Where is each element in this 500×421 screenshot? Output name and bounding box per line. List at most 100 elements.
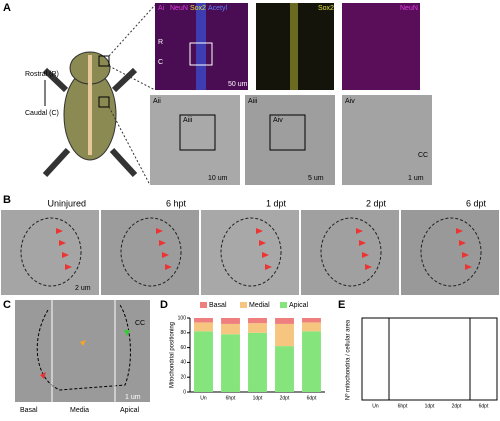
cell-outline xyxy=(36,304,131,391)
bar-segment xyxy=(248,332,267,392)
nucleus-outline xyxy=(320,217,382,287)
panel-letter: A xyxy=(3,2,11,14)
legend-swatch xyxy=(280,302,287,308)
bar-segment xyxy=(275,346,294,392)
nucleus-outline xyxy=(220,217,282,287)
x-tick-label: 6dpt xyxy=(307,395,317,401)
label: Aiii xyxy=(183,117,193,124)
label: R xyxy=(158,39,163,46)
y-tick-label: 60 xyxy=(180,345,186,351)
panel-title: 6 hpt xyxy=(166,198,187,208)
bar-segment xyxy=(194,318,213,323)
legend-label: Apical xyxy=(289,302,309,309)
bar-segment xyxy=(248,318,267,324)
micrograph xyxy=(342,95,432,185)
label: Aii xyxy=(153,98,161,105)
y-axis-label: Mitochondrial positioning xyxy=(170,322,176,388)
x-tick-label: 2dpt xyxy=(280,395,290,401)
arrowhead xyxy=(159,240,166,246)
label: Aiii xyxy=(248,98,258,105)
micrograph xyxy=(201,210,299,295)
legend-label: Medial xyxy=(249,302,270,309)
panel-letter: B xyxy=(3,194,11,206)
micrograph xyxy=(150,95,240,185)
label: Caudal (C) xyxy=(25,110,59,117)
channel: NeuN xyxy=(400,5,418,12)
x-tick-label: 6hpt xyxy=(226,395,236,401)
scale-label: 1 um xyxy=(408,175,424,182)
arrowhead xyxy=(459,240,466,246)
bar-segment xyxy=(221,334,240,392)
y-tick-label: 100 xyxy=(178,315,187,321)
arrowhead xyxy=(80,340,86,346)
arrowhead xyxy=(359,240,366,246)
bar-segment xyxy=(221,318,240,324)
legend-swatch xyxy=(200,302,207,308)
x-tick-label: 6dpt xyxy=(479,403,489,409)
micrograph xyxy=(196,3,206,90)
arrowhead xyxy=(156,228,163,234)
nucleus-outline xyxy=(120,217,182,287)
legend-label: Basal xyxy=(209,302,227,309)
arrowhead xyxy=(262,252,269,258)
frog-illustration xyxy=(42,4,156,186)
x-tick-label: Un xyxy=(372,403,379,409)
channel: Sox2 xyxy=(318,5,334,12)
label: Rostral (R) xyxy=(25,71,59,78)
x-tick-label: 2dpt xyxy=(452,403,462,409)
arrowhead xyxy=(259,240,266,246)
bar-segment xyxy=(248,323,267,333)
scale-label: 1 um xyxy=(125,394,141,401)
arrowhead xyxy=(65,264,72,270)
bar-segment xyxy=(275,318,294,324)
channel: Ai xyxy=(158,5,165,12)
y-tick-label: 20 xyxy=(180,375,186,381)
scale-label: 10 um xyxy=(208,175,228,182)
panel-title: 1 dpt xyxy=(266,198,287,208)
legend-swatch xyxy=(240,302,247,308)
channel: Acetyl xyxy=(208,5,228,12)
micrograph xyxy=(342,3,420,90)
micrograph xyxy=(401,210,499,295)
scale-label: 5 um xyxy=(308,175,324,182)
nucleus-outline xyxy=(420,217,482,287)
x-tick-label: 1dpt xyxy=(425,403,435,409)
bar-segment xyxy=(275,323,294,347)
arrowhead xyxy=(56,228,63,234)
arrowhead xyxy=(62,252,69,258)
region-label: Media xyxy=(70,407,89,414)
inset-box xyxy=(189,42,213,66)
y-tick-label: 40 xyxy=(180,360,186,366)
arrowhead xyxy=(40,372,46,379)
panel-title: Uninjured xyxy=(47,198,86,208)
label: Aiv xyxy=(345,98,355,105)
bar-segment xyxy=(194,322,213,332)
micrograph xyxy=(1,210,99,295)
region-label: Basal xyxy=(20,407,38,414)
arrowhead xyxy=(456,228,463,234)
y-axis-label: Nº mitochondria / cellular area xyxy=(345,319,352,400)
micrograph xyxy=(290,3,298,90)
arrowhead xyxy=(265,264,272,270)
bar-segment xyxy=(221,323,240,335)
arrowhead xyxy=(465,264,472,270)
micrograph xyxy=(101,210,199,295)
label: C xyxy=(158,59,163,66)
arrowhead xyxy=(356,228,363,234)
arrowhead xyxy=(256,228,263,234)
y-tick-label: 0 xyxy=(183,389,186,395)
micrograph xyxy=(15,300,150,402)
bar-segment xyxy=(194,331,213,392)
panel-letter: D xyxy=(160,299,168,311)
x-tick-label: 1dpt xyxy=(253,395,263,401)
scale-label: 2 um xyxy=(75,285,91,292)
region-label: Apical xyxy=(120,407,140,414)
nucleus-outline xyxy=(20,217,82,287)
arrowhead xyxy=(462,252,469,258)
x-tick-label: Un xyxy=(200,395,207,401)
panel-title: 2 dpt xyxy=(366,198,387,208)
channel: Sox2 xyxy=(190,5,206,12)
arrowhead xyxy=(162,252,169,258)
micrograph xyxy=(245,95,335,185)
